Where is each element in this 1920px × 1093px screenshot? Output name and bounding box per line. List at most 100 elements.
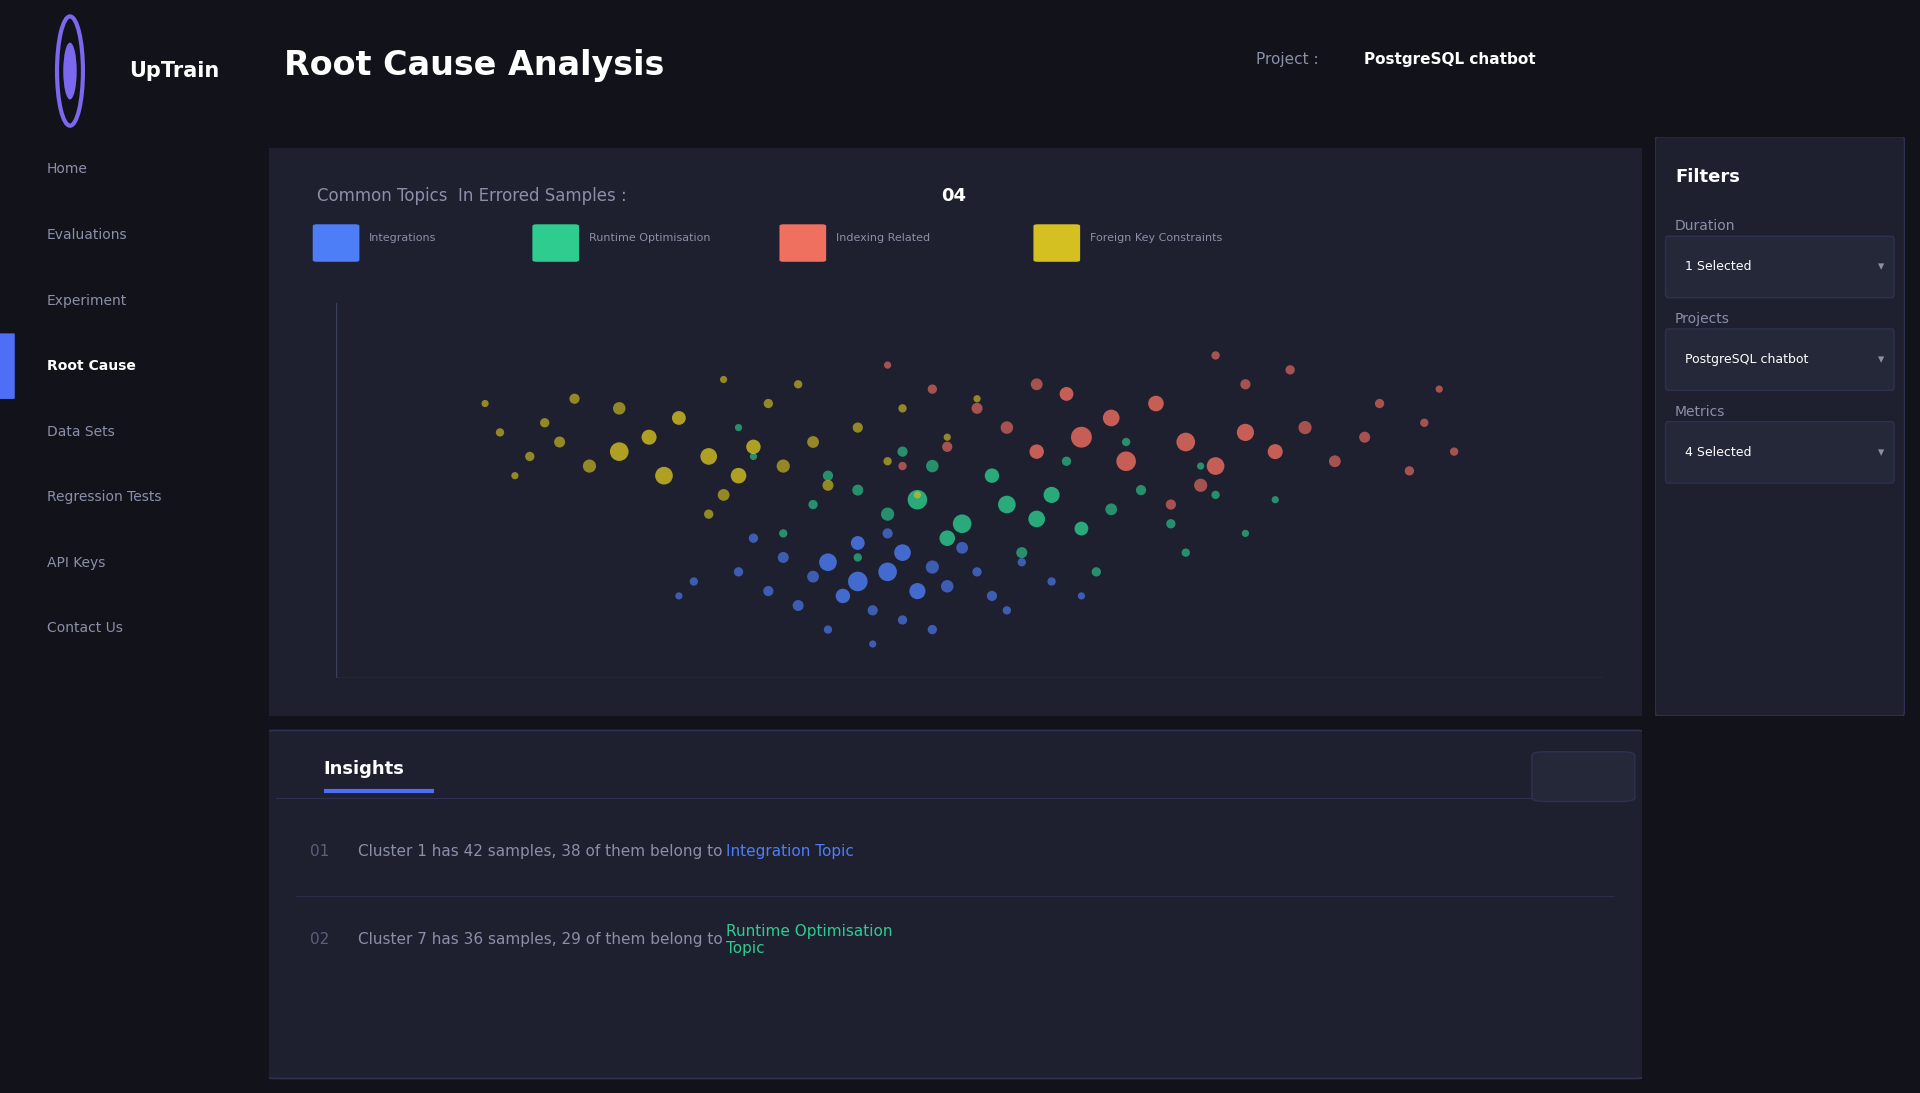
Point [1066, 587, 1096, 604]
Point [931, 428, 962, 446]
Text: Root Cause: Root Cause [46, 360, 136, 373]
Text: API Keys: API Keys [46, 556, 106, 569]
Point [962, 563, 993, 580]
FancyBboxPatch shape [261, 144, 1649, 719]
Point [812, 553, 843, 571]
Point [693, 448, 724, 466]
Text: Cluster 1 has 42 samples, 38 of them belong to: Cluster 1 has 42 samples, 38 of them bel… [357, 844, 728, 859]
Point [1425, 380, 1455, 398]
Text: Indexing Related: Indexing Related [835, 234, 929, 244]
Point [918, 380, 948, 398]
Text: ▾: ▾ [1878, 260, 1885, 273]
Point [872, 563, 902, 580]
Point [543, 433, 574, 450]
Point [872, 356, 902, 374]
FancyBboxPatch shape [1033, 224, 1081, 262]
Point [918, 621, 948, 638]
Text: Evaluations: Evaluations [46, 228, 127, 242]
Text: ▾: ▾ [1878, 353, 1885, 366]
Point [1037, 486, 1068, 504]
Point [872, 505, 902, 522]
FancyBboxPatch shape [0, 333, 15, 399]
Text: PostgreSQL chatbot: PostgreSQL chatbot [1363, 51, 1536, 67]
Point [1021, 376, 1052, 393]
Point [887, 544, 918, 562]
Point [1050, 453, 1081, 470]
Text: Insights: Insights [324, 761, 405, 778]
Point [843, 573, 874, 590]
Point [902, 491, 933, 508]
Point [843, 481, 874, 498]
Point [1125, 481, 1156, 498]
Point [931, 529, 962, 546]
Point [947, 515, 977, 532]
Point [1112, 453, 1142, 470]
Text: Cluster 7 has 36 samples, 29 of them belong to: Cluster 7 has 36 samples, 29 of them bel… [357, 932, 728, 948]
Point [977, 467, 1008, 484]
Point [1231, 424, 1261, 442]
Text: 4 Selected: 4 Selected [1686, 446, 1751, 459]
Text: Common Topics  In Errored Samples :: Common Topics In Errored Samples : [317, 187, 632, 204]
Point [797, 568, 828, 586]
Point [1156, 496, 1187, 514]
Point [753, 395, 783, 412]
Point [768, 525, 799, 542]
Point [887, 457, 918, 474]
Point [574, 457, 605, 474]
Text: 1 Selected: 1 Selected [1686, 260, 1751, 273]
Point [724, 563, 755, 580]
Text: 02: 02 [309, 932, 328, 948]
Point [724, 419, 755, 436]
Text: Project :: Project : [1256, 51, 1319, 67]
Point [991, 601, 1021, 619]
Point [1140, 395, 1171, 412]
Text: ▾: ▾ [1878, 446, 1885, 459]
Point [947, 539, 977, 556]
Point [828, 587, 858, 604]
Text: Integrations: Integrations [369, 234, 436, 244]
FancyBboxPatch shape [313, 224, 359, 262]
Circle shape [63, 43, 77, 99]
FancyBboxPatch shape [261, 730, 1649, 1079]
Text: 01: 01 [309, 844, 328, 859]
Point [484, 424, 515, 442]
Text: Filters: Filters [1674, 168, 1740, 186]
Point [843, 534, 874, 552]
Point [902, 486, 933, 504]
Point [1200, 346, 1231, 364]
Point [768, 549, 799, 566]
Point [887, 611, 918, 628]
Point [470, 395, 501, 412]
Point [737, 438, 768, 456]
Text: Data Sets: Data Sets [46, 425, 115, 438]
Point [1290, 419, 1321, 436]
Point [1112, 433, 1142, 450]
Point [1021, 443, 1052, 460]
Point [605, 443, 636, 460]
Point [918, 457, 948, 474]
Point [812, 621, 843, 638]
Point [783, 376, 814, 393]
Point [858, 635, 889, 653]
Point [1171, 544, 1202, 562]
Point [1350, 428, 1380, 446]
Point [708, 371, 739, 388]
Text: PostgreSQL chatbot: PostgreSQL chatbot [1686, 353, 1809, 366]
Point [1231, 376, 1261, 393]
Point [783, 597, 814, 614]
Point [918, 559, 948, 576]
Point [1066, 520, 1096, 538]
Point [991, 496, 1021, 514]
Point [515, 448, 545, 466]
Text: Integration Topic: Integration Topic [726, 844, 854, 859]
Point [678, 573, 708, 590]
Point [812, 477, 843, 494]
Point [858, 601, 889, 619]
Point [753, 583, 783, 600]
Point [664, 587, 695, 604]
FancyBboxPatch shape [1665, 236, 1895, 297]
Text: Root Cause Analysis: Root Cause Analysis [284, 49, 664, 82]
Point [797, 496, 828, 514]
Point [1200, 486, 1231, 504]
Point [843, 549, 874, 566]
